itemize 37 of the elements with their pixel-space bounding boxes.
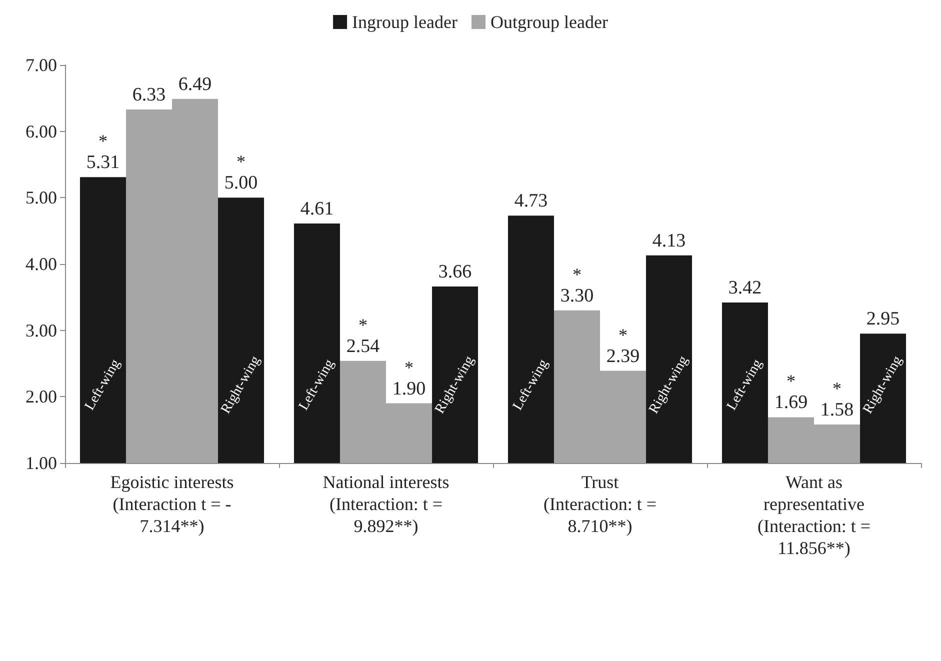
annotation: * (786, 371, 796, 392)
data-label: 2.95 (866, 308, 900, 330)
annotation: * (236, 152, 246, 172)
data-label: 5.31 (86, 152, 120, 174)
data-label: 3.30 (560, 285, 594, 306)
data-label: 2.54 (346, 336, 380, 357)
y-tick-label: 5.00 (26, 188, 57, 208)
annotation: * (404, 357, 414, 378)
legend-label: Outgroup leader (490, 12, 608, 32)
annotation: * (358, 314, 368, 335)
y-tick-label: 2.00 (26, 386, 57, 407)
data-label: 6.33 (132, 84, 166, 106)
y-tick-label: 4.00 (26, 254, 57, 274)
y-tick-label: 6.00 (26, 121, 57, 142)
annotation: * (98, 131, 108, 152)
data-label: 1.58 (820, 400, 854, 421)
x-tick-label: Trust (Interaction: t = 8.710**) (543, 472, 657, 536)
annotation: * (618, 324, 628, 345)
data-label: 1.90 (392, 378, 426, 400)
annotation: * (572, 264, 582, 284)
x-tick-label: Want as representative (Interaction: t = 11.856**) (757, 472, 871, 558)
data-label: 1.69 (774, 392, 808, 414)
x-tick-label: Egoistic interests (Interaction t = - 7.314**) (110, 472, 234, 536)
y-tick-label: 1.00 (26, 453, 57, 473)
annotation: * (832, 378, 842, 399)
legend-label: Ingroup leader (352, 12, 458, 32)
data-label: 3.66 (438, 262, 472, 283)
y-tick-label: 7.00 (26, 55, 57, 75)
data-label: 6.49 (178, 74, 212, 95)
data-label: 4.13 (652, 230, 686, 252)
x-tick-label: National interests (Interaction: t = 9.892**) (322, 472, 450, 536)
data-label: 5.00 (224, 172, 258, 194)
y-tick-label: 3.00 (26, 320, 57, 340)
data-label: 4.73 (514, 190, 548, 212)
data-label: 3.42 (728, 277, 762, 298)
data-label: 2.39 (606, 346, 640, 367)
data-label: 4.61 (300, 198, 334, 220)
